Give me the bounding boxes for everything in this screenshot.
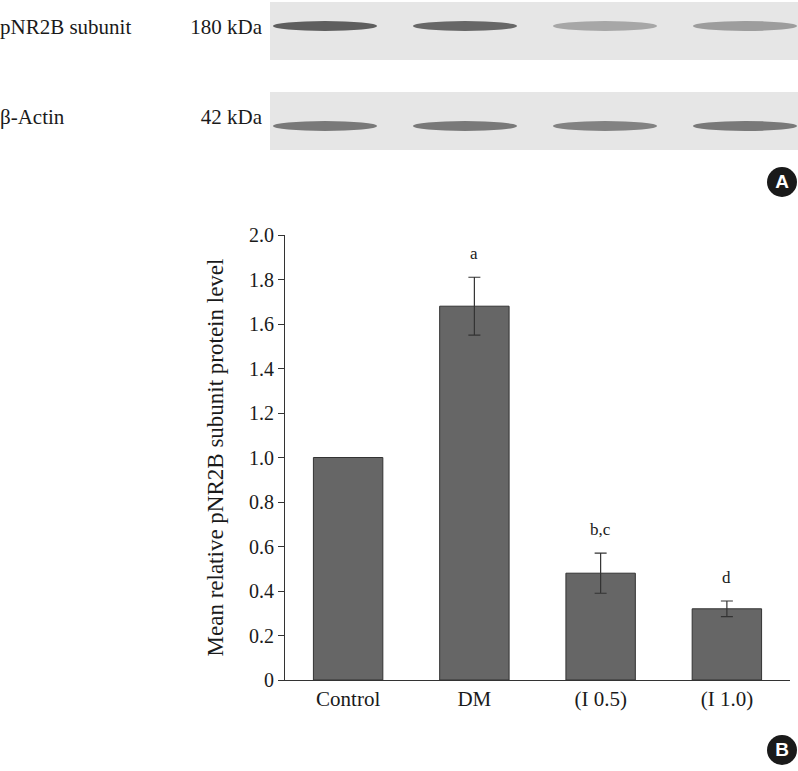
- svg-text:1.0: 1.0: [249, 447, 274, 469]
- svg-text:β-Actin: β-Actin: [0, 105, 65, 129]
- svg-text:b,c: b,c: [590, 520, 611, 539]
- svg-text:1.4: 1.4: [249, 358, 274, 380]
- svg-text:pNR2B subunit: pNR2B subunit: [0, 15, 131, 39]
- svg-text:0.6: 0.6: [249, 536, 274, 558]
- svg-text:Control: Control: [316, 687, 380, 711]
- svg-text:42 kDa: 42 kDa: [201, 105, 263, 129]
- svg-text:d: d: [722, 568, 731, 587]
- svg-text:1.8: 1.8: [249, 269, 274, 291]
- svg-text:DM: DM: [457, 687, 491, 711]
- svg-text:0: 0: [264, 669, 274, 691]
- svg-text:2.0: 2.0: [249, 224, 274, 246]
- svg-text:Mean relative pNR2B subunit pr: Mean relative pNR2B subunit protein leve…: [203, 259, 228, 657]
- svg-text:a: a: [470, 244, 478, 263]
- svg-text:1.6: 1.6: [249, 313, 274, 335]
- svg-text:180 kDa: 180 kDa: [190, 15, 262, 39]
- html-text:A: A: [775, 171, 789, 192]
- svg-text:0.4: 0.4: [249, 580, 274, 602]
- svg-text:(I 1.0): (I 1.0): [701, 687, 753, 711]
- html-text:B: B: [775, 739, 789, 760]
- svg-text:0.2: 0.2: [249, 625, 274, 647]
- svg-text:1.2: 1.2: [249, 402, 274, 424]
- svg-text:0.8: 0.8: [249, 491, 274, 513]
- svg-text:(I 0.5): (I 0.5): [574, 687, 626, 711]
